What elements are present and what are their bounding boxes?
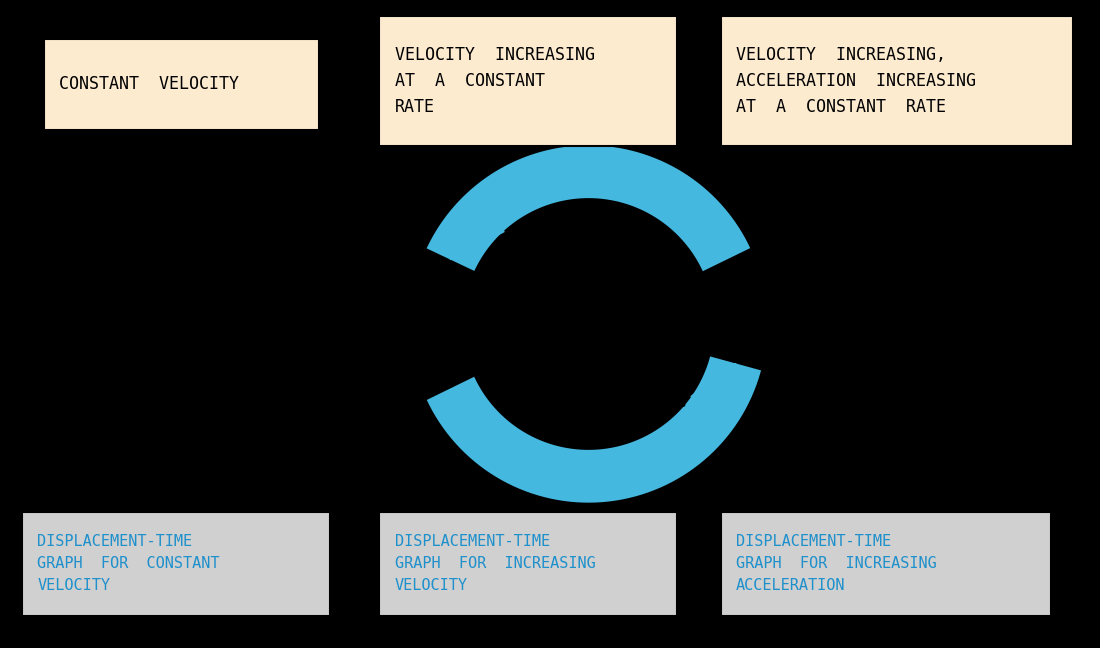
Polygon shape xyxy=(482,218,695,430)
Text: CONSTANT  VELOCITY: CONSTANT VELOCITY xyxy=(59,75,240,93)
Polygon shape xyxy=(451,217,504,260)
FancyBboxPatch shape xyxy=(720,512,1050,616)
Text: t/s: t/s xyxy=(664,397,688,410)
FancyBboxPatch shape xyxy=(379,512,676,616)
FancyBboxPatch shape xyxy=(44,39,319,130)
Text: DISPLACEMENT-TIME
GRAPH  FOR  CONSTANT
VELOCITY: DISPLACEMENT-TIME GRAPH FOR CONSTANT VEL… xyxy=(37,534,220,594)
Text: DISPLACEMENT-TIME
GRAPH  FOR  INCREASING
VELOCITY: DISPLACEMENT-TIME GRAPH FOR INCREASING V… xyxy=(395,534,596,594)
FancyBboxPatch shape xyxy=(379,16,676,146)
Text: DISPLACEMENT  s/m: DISPLACEMENT s/m xyxy=(499,268,513,395)
Text: VELOCITY  INCREASING,
ACCELERATION  INCREASING
AT  A  CONSTANT  RATE: VELOCITY INCREASING, ACCELERATION INCREA… xyxy=(736,45,976,117)
FancyBboxPatch shape xyxy=(22,512,330,616)
FancyBboxPatch shape xyxy=(720,16,1072,146)
Text: VELOCITY  INCREASING
AT  A  CONSTANT
RATE: VELOCITY INCREASING AT A CONSTANT RATE xyxy=(395,45,595,117)
Text: DISPLACEMENT-TIME
GRAPH  FOR  INCREASING
ACCELERATION: DISPLACEMENT-TIME GRAPH FOR INCREASING A… xyxy=(736,534,937,594)
Polygon shape xyxy=(691,364,746,406)
